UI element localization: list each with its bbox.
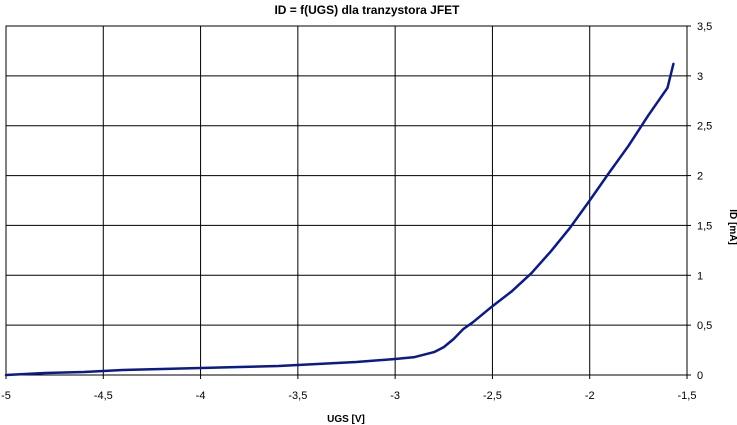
x-tick-label: -4: [196, 390, 206, 402]
y-axis-label: ID [mA]: [727, 209, 737, 245]
x-tick-label: -1,5: [678, 390, 697, 402]
y-tick-label: 0: [697, 370, 703, 382]
y-tick-label: 1,5: [697, 220, 712, 232]
y-tick-label: 3,5: [697, 21, 712, 33]
x-tick-label: -3,5: [288, 390, 307, 402]
x-axis-label: UGS [V]: [327, 414, 365, 425]
x-axis-ticks: -5 -4,5 -4 -3,5 -3 -2,5 -2 -1,5: [1, 375, 696, 402]
series-line: [4, 62, 675, 377]
y-tick-label: 3: [697, 71, 703, 83]
grid-lines: [5, 25, 688, 376]
series-layer: [4, 62, 675, 377]
plot-area: [5, 25, 688, 376]
y-axis-ticks: 0 0,5 1 1,5 2 2,5 3 3,5: [687, 21, 712, 382]
x-tick-label: -2,5: [483, 390, 502, 402]
x-tick-label: -4,5: [94, 390, 113, 402]
x-tick-label: -3: [390, 390, 400, 402]
chart-title: ID = f(UGS) dla tranzystora JFET: [274, 3, 460, 17]
y-tick-label: 1: [697, 270, 703, 282]
x-tick-label: -2: [585, 390, 595, 402]
x-tick-label: -5: [1, 390, 11, 402]
y-tick-label: 0,5: [697, 320, 712, 332]
y-tick-label: 2: [697, 171, 703, 183]
y-tick-label: 2,5: [697, 121, 712, 133]
